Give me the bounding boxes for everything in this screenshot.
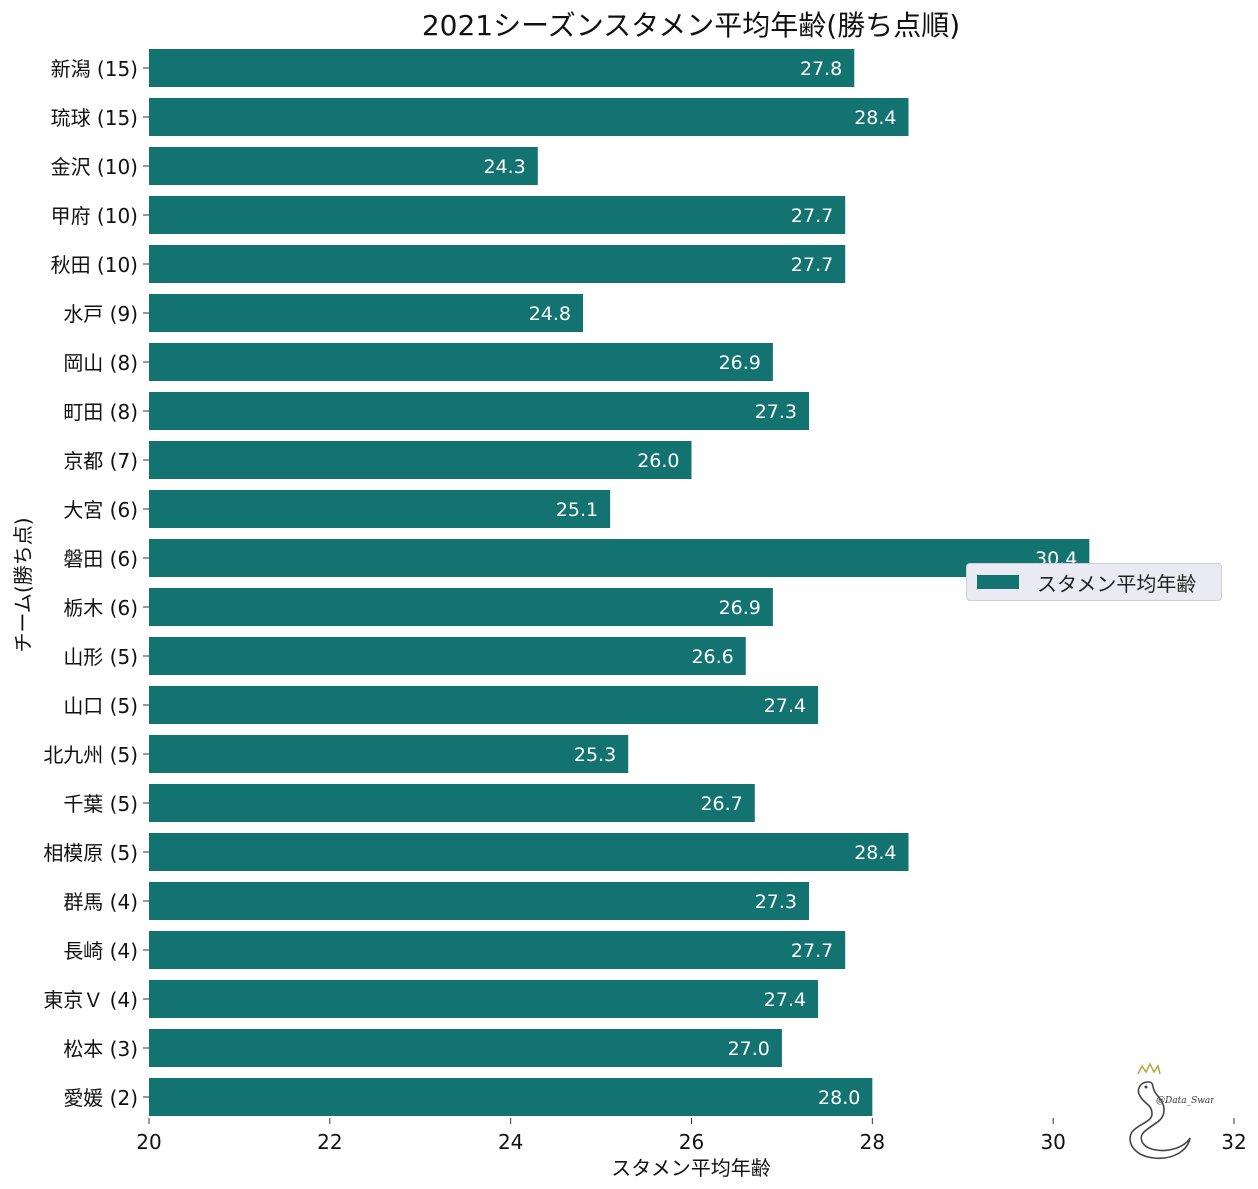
y-tick-label: 町田 (8): [63, 400, 138, 424]
x-tick-label: 22: [317, 1130, 342, 1154]
y-tick-label: 栃木 (6): [63, 596, 138, 620]
bar-value-label: 27.7: [791, 940, 833, 962]
legend: スタメン平均年齢: [966, 563, 1222, 601]
bar-value-label: 27.0: [728, 1038, 770, 1060]
y-tick-label: 群馬 (4): [63, 890, 138, 914]
bar: [149, 1029, 782, 1067]
bar-value-label: 28.4: [854, 107, 896, 129]
bar-value-label: 26.9: [719, 352, 761, 374]
y-tick-label: 磐田 (6): [63, 547, 138, 571]
bar: [149, 147, 538, 185]
bar: [149, 343, 773, 381]
bar-value-label: 26.0: [637, 450, 679, 472]
bar: [149, 980, 819, 1018]
bar: [149, 833, 909, 871]
bar: [149, 735, 629, 773]
watermark-text: @Data_Swan: [1156, 1096, 1214, 1106]
x-tick-label: 26: [679, 1130, 704, 1154]
y-tick-label: 水戸 (9): [63, 302, 138, 326]
bar-value-label: 24.8: [529, 303, 571, 325]
y-tick-label: 千葉 (5): [63, 792, 138, 816]
bar: [149, 98, 909, 136]
bar: [149, 245, 846, 283]
y-tick-label: 大宮 (6): [63, 498, 138, 522]
bar: [149, 196, 846, 234]
x-axis-label: スタメン平均年齢: [611, 1156, 770, 1180]
bar: [149, 882, 810, 920]
y-tick-label: 京都 (7): [63, 449, 138, 473]
bar-value-label: 28.0: [818, 1087, 860, 1109]
y-tick-label: 山形 (5): [63, 645, 138, 669]
bar: [149, 1078, 873, 1116]
swan-logo: @Data_Swan: [1129, 1062, 1214, 1160]
bar-value-label: 26.7: [700, 793, 742, 815]
bar: [149, 294, 583, 332]
bar-value-label: 25.1: [556, 499, 598, 521]
x-tick-label: 28: [860, 1130, 885, 1154]
y-tick-label: 山口 (5): [63, 694, 138, 718]
bar: [149, 686, 819, 724]
bar: [149, 588, 773, 626]
y-tick-label: 金沢 (10): [51, 155, 138, 179]
bar-value-label: 26.9: [719, 597, 761, 619]
bar-value-label: 24.3: [483, 156, 525, 178]
bar-value-label: 26.6: [691, 646, 733, 668]
y-tick-label: 岡山 (8): [63, 351, 138, 375]
x-tick-label: 32: [1221, 1130, 1246, 1154]
y-tick-label: 北九州 (5): [43, 743, 138, 767]
bar: [149, 441, 692, 479]
y-tick-label: 琉球 (15): [51, 106, 138, 130]
y-tick-label: 新潟 (15): [51, 57, 138, 81]
bar: [149, 490, 611, 528]
y-tick-label: 甲府 (10): [51, 204, 138, 228]
x-tick-label: 24: [498, 1130, 523, 1154]
legend-swatch: [977, 575, 1019, 589]
bar: [149, 931, 846, 969]
bar-value-label: 27.3: [755, 401, 797, 423]
x-tick-label: 30: [1040, 1130, 1065, 1154]
bar-value-label: 27.4: [764, 989, 806, 1011]
bar-value-label: 27.4: [764, 695, 806, 717]
y-tick-label: 長崎 (4): [63, 939, 138, 963]
bar: [149, 49, 855, 87]
bar-value-label: 27.3: [755, 891, 797, 913]
y-tick-label: 秋田 (10): [51, 253, 138, 277]
y-tick-label: 東京Ｖ (4): [43, 988, 138, 1012]
y-tick-label: 相模原 (5): [43, 841, 138, 865]
bar-value-label: 27.8: [800, 58, 842, 80]
y-tick-label: 松本 (3): [63, 1037, 138, 1061]
bar-value-label: 27.7: [791, 205, 833, 227]
bar: [149, 539, 1090, 577]
bar-value-label: 27.7: [791, 254, 833, 276]
bar-value-label: 28.4: [854, 842, 896, 864]
y-axis-label: チーム(勝ち点): [11, 517, 35, 652]
x-tick-label: 20: [136, 1130, 161, 1154]
bar: [149, 784, 755, 822]
bar-value-label: 25.3: [574, 744, 616, 766]
legend-label: スタメン平均年齢: [1037, 571, 1197, 596]
bar: [149, 637, 746, 675]
chart-title: 2021シーズンスタメン平均年齢(勝ち点順): [422, 9, 960, 42]
bar: [149, 392, 810, 430]
y-tick-label: 愛媛 (2): [63, 1086, 138, 1110]
